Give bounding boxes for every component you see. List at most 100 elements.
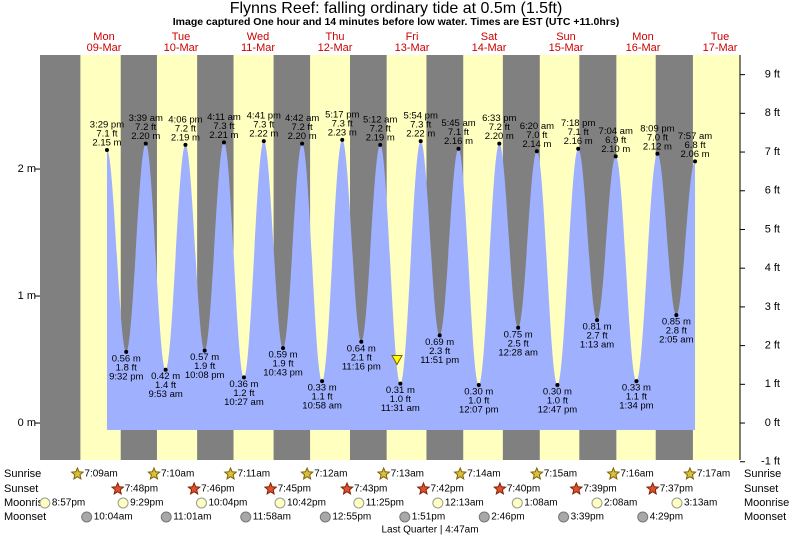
tide-extreme — [241, 375, 246, 380]
tide-time: 3:39 am — [129, 113, 163, 124]
day-label: Sun — [556, 31, 576, 43]
tide-extreme — [693, 159, 698, 164]
date-label: 11-Mar — [241, 42, 275, 54]
tide-feet: 2.3 ft — [429, 346, 450, 357]
almanac-row-label: Moonset — [4, 511, 46, 523]
tide-extreme — [534, 149, 539, 154]
tide-extreme — [300, 141, 305, 146]
tide-feet: 1.2 ft — [233, 388, 254, 399]
tide-feet: 7.0 ft — [526, 130, 547, 141]
almanac-time: 7:14am — [467, 469, 500, 480]
y2-tick-label: 8 ft — [765, 107, 780, 119]
chart-title: Flynns Reef: falling ordinary tide at 0.… — [230, 0, 563, 17]
plot-area: Mon09-MarTue10-MarWed11-MarThu12-MarFri1… — [4, 31, 789, 523]
tide-meters: 0.75 m — [504, 329, 533, 340]
almanac-row-label: Moonrise — [4, 497, 49, 509]
date-label: 09-Mar — [87, 42, 122, 54]
sunrise-icon — [300, 466, 315, 480]
day-label: Mon — [632, 31, 653, 43]
y2-tick-label: 4 ft — [765, 262, 780, 274]
almanac-row-label: Sunrise — [4, 468, 41, 480]
sunset-icon — [645, 481, 660, 495]
tide-time: 12:28 am — [498, 347, 538, 358]
almanac-time: 8:57pm — [52, 498, 85, 509]
almanac-time: 11:58am — [253, 512, 291, 523]
almanac-time: 11:01am — [173, 512, 211, 523]
tide-extreme — [378, 142, 383, 147]
tide-time: 10:43 pm — [263, 368, 303, 379]
tide-feet: 7.2 ft — [489, 122, 510, 133]
sunrise-icon — [682, 466, 697, 480]
tide-feet: 1.0 ft — [547, 395, 568, 406]
almanac-time: 7:10am — [161, 469, 194, 480]
day-label: Thu — [326, 31, 345, 43]
tide-time: 9:53 am — [148, 389, 182, 400]
tide-feet: 2.5 ft — [508, 338, 529, 349]
almanac-time: 10:04am — [94, 512, 133, 523]
moonrise-icon — [671, 497, 683, 509]
date-label: 16-Mar — [626, 42, 661, 54]
tide-extreme — [124, 349, 129, 354]
almanac-time: 12:13am — [445, 498, 484, 509]
day-label: Mon — [93, 31, 114, 43]
tide-meters: 2.10 m — [601, 144, 630, 155]
moonrise-icon — [511, 497, 523, 509]
tide-time: 10:27 am — [224, 397, 264, 408]
moonrise-icon — [432, 497, 444, 509]
tide-time: 7:18 pm — [561, 118, 595, 129]
almanac-time: 7:43pm — [354, 484, 387, 495]
y2-tick-label: 9 ft — [765, 69, 780, 81]
moonset-icon — [81, 511, 93, 523]
almanac-time: 4:29pm — [650, 512, 683, 523]
y-tick-label: 1 m — [18, 290, 36, 302]
sunset-icon — [416, 481, 431, 495]
moonrise-icon — [353, 497, 365, 509]
moonrise-icon — [39, 497, 51, 509]
tide-meters: 0.85 m — [662, 317, 691, 328]
almanac-time: 7:15am — [544, 469, 577, 480]
day-label: Wed — [247, 31, 269, 43]
tide-extreme — [555, 382, 560, 387]
tide-area — [106, 139, 696, 430]
y2-tick-label: 3 ft — [765, 301, 780, 313]
almanac-row-label: Sunset — [4, 483, 38, 495]
tide-feet: 1.9 ft — [272, 359, 293, 370]
tide-feet: 7.3 ft — [410, 120, 431, 131]
tide-time: 5:54 pm — [404, 111, 438, 122]
tide-time: 10:58 am — [302, 401, 342, 412]
almanac-time: 7:16am — [620, 469, 653, 480]
tide-meters: 2.19 m — [171, 132, 200, 143]
tide-time: 8:09 pm — [640, 123, 674, 134]
tide-extreme — [595, 318, 600, 323]
tide-feet: 2.1 ft — [351, 352, 372, 363]
tide-time: 11:51 pm — [420, 355, 459, 366]
tide-meters: 0.57 m — [190, 352, 219, 363]
tide-feet: 7.2 ft — [175, 123, 196, 134]
tide-meters: 0.30 m — [464, 386, 493, 397]
tide-feet: 1.9 ft — [194, 361, 215, 372]
tide-time: 4:11 am — [207, 112, 241, 123]
tide-feet: 6.9 ft — [605, 135, 626, 146]
tide-extreme — [143, 141, 148, 146]
tide-feet: 1.4 ft — [155, 380, 176, 391]
tide-meters: 0.42 m — [151, 371, 180, 382]
tide-meters: 2.20 m — [288, 131, 317, 142]
almanac-time: 2:46pm — [491, 512, 524, 523]
almanac-time: 7:12am — [314, 469, 347, 480]
almanac-time: 7:13am — [391, 469, 424, 480]
sunrise-icon — [223, 466, 238, 480]
date-label: 14-Mar — [472, 42, 507, 54]
tide-feet: 1.8 ft — [116, 362, 137, 373]
tide-extreme — [104, 147, 109, 152]
y2-tick-label: 7 ft — [765, 146, 780, 158]
sunrise-icon — [606, 466, 621, 480]
moonset-icon — [160, 511, 172, 523]
tide-extreme — [516, 325, 521, 330]
date-label: 10-Mar — [164, 42, 199, 54]
y2-tick-label: 2 ft — [765, 340, 780, 352]
tide-extreme — [281, 346, 286, 351]
tide-feet: 2.7 ft — [587, 331, 608, 342]
moonrise-icon — [591, 497, 603, 509]
tide-feet: 7.1 ft — [96, 129, 117, 140]
